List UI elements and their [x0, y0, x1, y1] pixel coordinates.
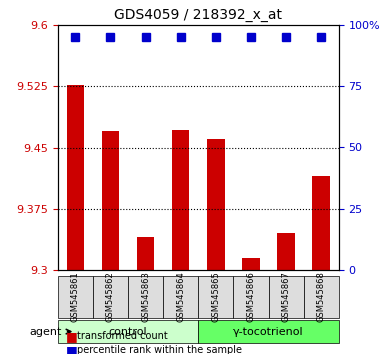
Text: GSM545865: GSM545865 — [211, 271, 220, 322]
FancyBboxPatch shape — [58, 275, 93, 318]
FancyBboxPatch shape — [304, 275, 339, 318]
Text: control: control — [109, 327, 147, 337]
Bar — [207, 139, 224, 270]
Text: γ-tocotrienol: γ-tocotrienol — [233, 327, 304, 337]
Text: GSM545861: GSM545861 — [71, 271, 80, 322]
Text: transformed count: transformed count — [77, 331, 168, 341]
Bar — [137, 238, 154, 270]
Text: GSM545866: GSM545866 — [246, 271, 256, 322]
Text: ■: ■ — [65, 344, 77, 354]
FancyBboxPatch shape — [58, 320, 198, 343]
Bar — [277, 233, 295, 270]
Text: GSM545862: GSM545862 — [106, 271, 115, 322]
FancyBboxPatch shape — [198, 275, 233, 318]
Title: GDS4059 / 218392_x_at: GDS4059 / 218392_x_at — [114, 8, 282, 22]
Bar — [172, 130, 189, 270]
FancyBboxPatch shape — [128, 275, 163, 318]
FancyBboxPatch shape — [198, 320, 339, 343]
Text: agent: agent — [30, 327, 71, 337]
Bar — [67, 85, 84, 270]
FancyBboxPatch shape — [269, 275, 304, 318]
Text: GSM545868: GSM545868 — [317, 271, 326, 322]
Text: GSM545864: GSM545864 — [176, 271, 185, 322]
Bar — [242, 258, 260, 270]
FancyBboxPatch shape — [233, 275, 269, 318]
Text: GSM545867: GSM545867 — [281, 271, 291, 322]
Bar — [102, 131, 119, 270]
Text: ■: ■ — [65, 330, 77, 343]
Bar — [313, 176, 330, 270]
FancyBboxPatch shape — [163, 275, 198, 318]
Text: GSM545863: GSM545863 — [141, 271, 150, 322]
FancyBboxPatch shape — [93, 275, 128, 318]
Text: percentile rank within the sample: percentile rank within the sample — [77, 346, 242, 354]
